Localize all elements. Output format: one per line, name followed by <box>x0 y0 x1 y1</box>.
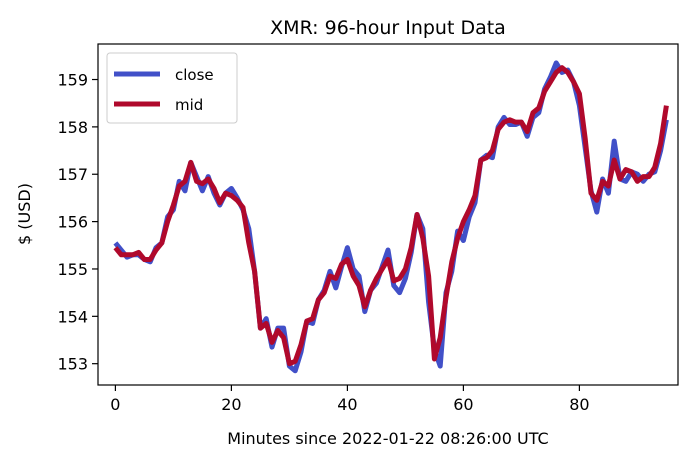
y-axis-ticks: 153 154 155 156 157 158 159 <box>57 71 98 374</box>
y-tick-label: 159 <box>57 71 88 90</box>
legend: close mid <box>106 52 238 124</box>
legend-box <box>106 52 238 124</box>
y-tick-label: 154 <box>57 307 88 326</box>
legend-label-mid: mid <box>175 96 203 114</box>
x-axis-label: Minutes since 2022-01-22 08:26:00 UTC <box>227 429 548 448</box>
legend-label-close: close <box>175 66 214 84</box>
y-tick-label: 155 <box>57 260 88 279</box>
x-tick-label: 80 <box>569 395 589 414</box>
x-tick-label: 20 <box>221 395 241 414</box>
x-tick-label: 40 <box>337 395 357 414</box>
series-line-mid <box>113 65 669 367</box>
y-tick-label: 156 <box>57 213 88 232</box>
y-tick-label: 158 <box>57 118 88 137</box>
plot-frame <box>97 43 679 386</box>
x-axis-ticks: 0 20 40 60 80 <box>110 385 590 414</box>
y-tick-label: 157 <box>57 165 88 184</box>
x-tick-label: 60 <box>453 395 473 414</box>
chart-title: XMR: 96-hour Input Data <box>270 17 506 39</box>
plot-lines <box>113 60 669 374</box>
y-axis-label: $ (USD) <box>15 183 34 245</box>
y-tick-label: 153 <box>57 355 88 374</box>
x-tick-label: 0 <box>110 395 120 414</box>
